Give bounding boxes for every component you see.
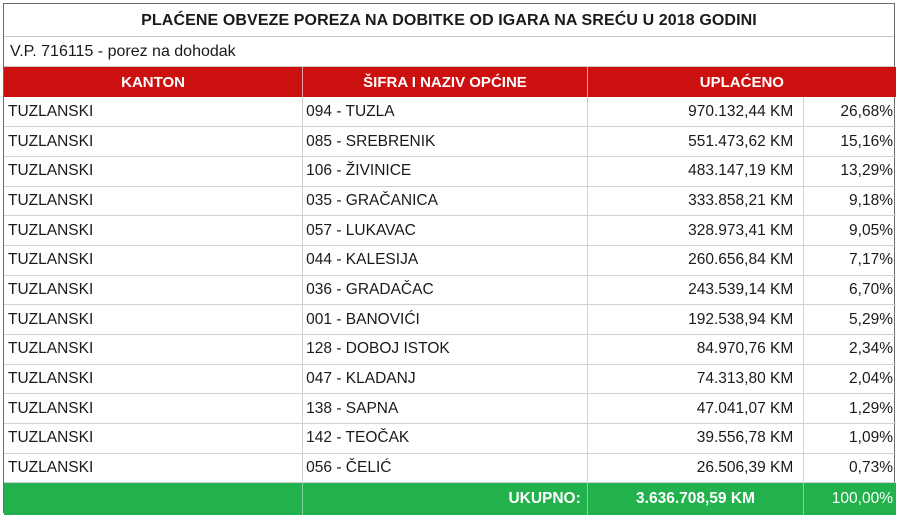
table-row: TUZLANSKI 001 - BANOVIĆI 192.538,94 KM 5,29… [4,304,896,335]
total-share: 100,00% [803,482,896,515]
table-row: TUZLANSKI 047 - KLADANJ 74.313,80 KM 2,04% [4,364,896,395]
header-uplaceno: UPLAĆENO [587,67,896,97]
table-row: TUZLANSKI 056 - ČELIĆ 26.506,39 KM 0,73% [4,453,896,484]
payments-table: KANTON ŠIFRA I NAZIV OPĆINE UPLAĆENO TUZ… [4,67,896,515]
opcina-cell: 044 - KALESIJA [302,245,588,276]
share-cell: 13,29% [803,156,896,187]
share-cell: 0,73% [803,453,896,484]
amount-cell: 551.473,62 KM [587,126,805,157]
kanton-cell: TUZLANSKI [4,334,304,365]
kanton-cell: TUZLANSKI [4,97,304,128]
spreadsheet: PLAĆENE OBVEZE POREZA NA DOBITKE OD IGAR… [3,3,896,515]
header-opcina: ŠIFRA I NAZIV OPĆINE [302,67,588,97]
opcina-cell: 035 - GRAČANICA [302,186,588,217]
kanton-cell: TUZLANSKI [4,423,304,454]
amount-cell: 84.970,76 KM [587,334,805,365]
amount-cell: 39.556,78 KM [587,423,805,454]
total-empty-cell [4,482,304,515]
kanton-cell: TUZLANSKI [4,275,304,306]
share-cell: 2,04% [803,364,896,395]
share-cell: 5,29% [803,304,896,335]
share-cell: 26,68% [803,97,896,128]
share-cell: 1,09% [803,423,896,454]
opcina-cell: 047 - KLADANJ [302,364,588,395]
opcina-cell: 138 - SAPNA [302,393,588,425]
amount-cell: 26.506,39 KM [587,453,805,484]
total-label: UKUPNO: [302,482,588,515]
table-row: TUZLANSKI 036 - GRADAČAC 243.539,14 KM 6,70… [4,275,896,306]
table-row: TUZLANSKI 128 - DOBOJ ISTOK 84.970,76 KM 2,… [4,334,896,365]
amount-cell: 333.858,21 KM [587,186,805,217]
share-cell: 6,70% [803,275,896,306]
share-cell: 15,16% [803,126,896,157]
kanton-cell: TUZLANSKI [4,156,304,187]
share-cell: 9,05% [803,215,896,246]
total-amount: 3.636.708,59 KM [587,482,805,515]
opcina-cell: 001 - BANOVIĆI [302,304,588,335]
table-header-row: KANTON ŠIFRA I NAZIV OPĆINE UPLAĆENO [4,67,896,97]
amount-cell: 328.973,41 KM [587,215,805,246]
table-row: TUZLANSKI 085 - SREBRENIK 551.473,62 KM 15,… [4,126,896,157]
kanton-cell: TUZLANSKI [4,245,304,276]
kanton-cell: TUZLANSKI [4,186,304,217]
amount-cell: 192.538,94 KM [587,304,805,335]
share-cell: 7,17% [803,245,896,276]
opcina-cell: 036 - GRADAČAC [302,275,588,306]
share-cell: 1,29% [803,393,896,425]
opcina-cell: 106 - ŽIVINICE [302,156,588,187]
amount-cell: 483.147,19 KM [587,156,805,187]
opcina-cell: 056 - ČELIĆ [302,453,588,484]
table-row: TUZLANSKI 138 - SAPNA 47.041,07 KM 1,29% [4,393,896,425]
kanton-cell: TUZLANSKI [4,215,304,246]
table-row: TUZLANSKI 035 - GRAČANICA 333.858,21 KM 9,1… [4,186,896,217]
amount-cell: 243.539,14 KM [587,275,805,306]
amount-cell: 74.313,80 KM [587,364,805,395]
total-row: UKUPNO: 3.636.708,59 KM 100,00% [4,482,896,515]
kanton-cell: TUZLANSKI [4,126,304,157]
opcina-cell: 094 - TUZLA [302,97,588,128]
kanton-cell: TUZLANSKI [4,453,304,484]
opcina-cell: 085 - SREBRENIK [302,126,588,157]
table-row: TUZLANSKI 142 - TEOČAK 39.556,78 KM 1,09% [4,423,896,454]
table-row: TUZLANSKI 044 - KALESIJA 260.656,84 KM 7,17… [4,245,896,276]
share-cell: 9,18% [803,186,896,217]
kanton-cell: TUZLANSKI [4,364,304,395]
document-subtitle: V.P. 716115 - porez na dohodak [4,37,894,67]
header-kanton: KANTON [4,67,304,97]
table-row: TUZLANSKI 057 - LUKAVAC 328.973,41 KM 9,05% [4,215,896,246]
amount-cell: 260.656,84 KM [587,245,805,276]
opcina-cell: 057 - LUKAVAC [302,215,588,246]
kanton-cell: TUZLANSKI [4,393,304,425]
amount-cell: 970.132,44 KM [587,97,805,128]
opcina-cell: 142 - TEOČAK [302,423,588,454]
opcina-cell: 128 - DOBOJ ISTOK [302,334,588,365]
document-title: PLAĆENE OBVEZE POREZA NA DOBITKE OD IGAR… [4,4,894,37]
share-cell: 2,34% [803,334,896,365]
table-row: TUZLANSKI 106 - ŽIVINICE 483.147,19 KM 13,2… [4,156,896,187]
kanton-cell: TUZLANSKI [4,304,304,335]
table-row: TUZLANSKI 094 - TUZLA 970.132,44 KM 26,68% [4,97,896,128]
amount-cell: 47.041,07 KM [587,393,805,425]
